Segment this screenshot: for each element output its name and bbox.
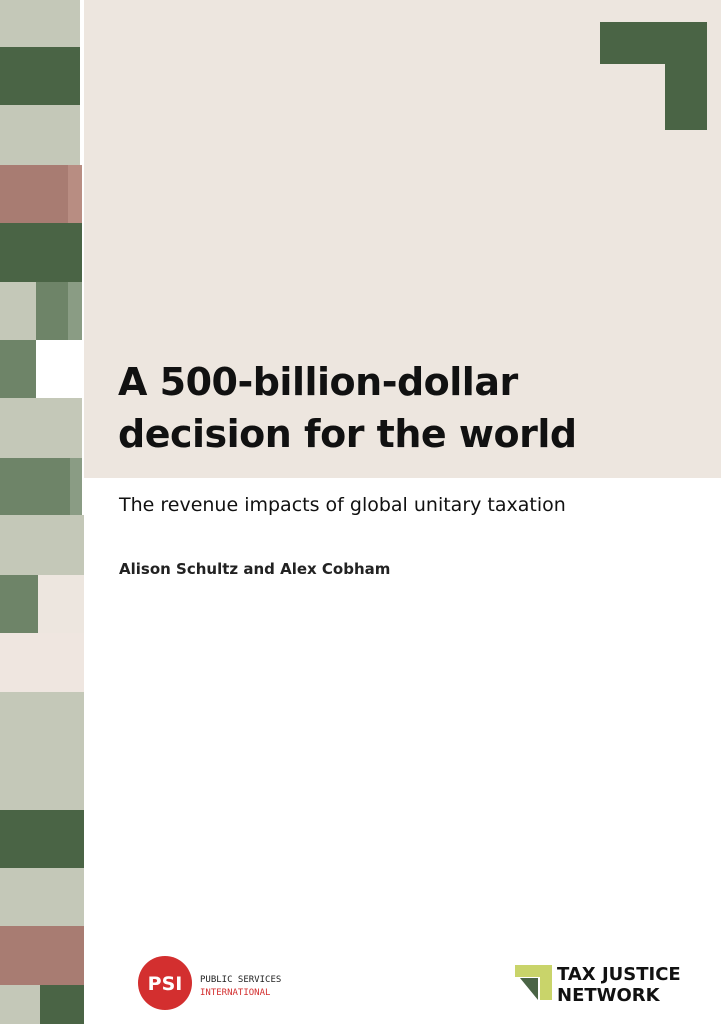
header-band: [84, 0, 721, 478]
title: A 500-billion-dollar decision for the wo…: [118, 360, 577, 456]
psi-name: INTERNATIONAL: [200, 988, 270, 998]
psi-logo: [138, 956, 192, 1010]
subtitle: The revenue impacts of global unitary ta…: [119, 494, 566, 516]
left-strip: [0, 0, 84, 1024]
corner-bracket: [600, 22, 707, 130]
psi-name: PUBLIC SERVICES: [200, 975, 281, 985]
psi-mark: PSI: [148, 973, 183, 995]
authors: Alison Schultz and Alex Cobham: [119, 560, 391, 578]
tjn-name: NETWORK: [557, 985, 661, 1006]
tjn-name: TAX JUSTICE: [557, 964, 681, 985]
tjn-logo: [515, 965, 552, 1000]
